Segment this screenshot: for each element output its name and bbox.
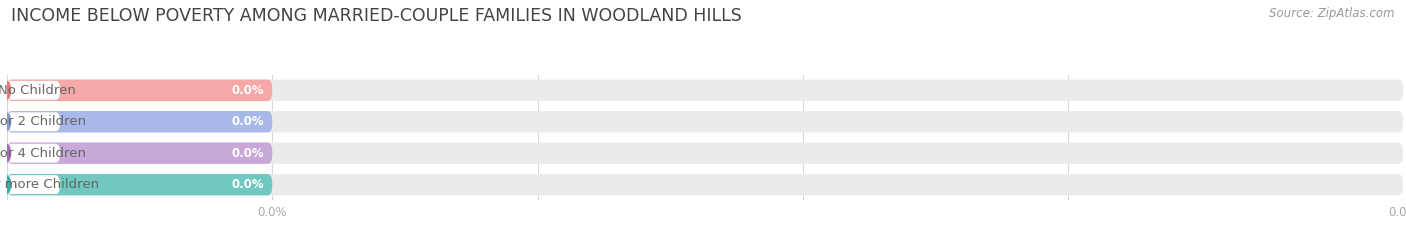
FancyBboxPatch shape [7,80,273,101]
FancyBboxPatch shape [7,143,273,164]
FancyBboxPatch shape [7,174,1403,195]
Ellipse shape [3,81,11,100]
FancyBboxPatch shape [7,111,1403,132]
FancyBboxPatch shape [7,111,273,132]
FancyBboxPatch shape [7,80,1403,101]
Text: 0.0%: 0.0% [232,178,264,191]
Text: Source: ZipAtlas.com: Source: ZipAtlas.com [1270,7,1395,20]
Ellipse shape [3,144,11,163]
Text: 0.0%: 0.0% [232,147,264,160]
FancyBboxPatch shape [7,144,60,163]
Text: 3 or 4 Children: 3 or 4 Children [0,147,86,160]
Ellipse shape [3,112,11,131]
Text: 0.0%: 0.0% [232,84,264,97]
FancyBboxPatch shape [7,112,60,131]
FancyBboxPatch shape [7,174,273,195]
Text: 5 or more Children: 5 or more Children [0,178,100,191]
Text: 0.0%: 0.0% [232,115,264,128]
Text: No Children: No Children [0,84,76,97]
FancyBboxPatch shape [7,175,60,194]
Text: INCOME BELOW POVERTY AMONG MARRIED-COUPLE FAMILIES IN WOODLAND HILLS: INCOME BELOW POVERTY AMONG MARRIED-COUPL… [11,7,742,25]
Ellipse shape [3,175,11,194]
Text: 1 or 2 Children: 1 or 2 Children [0,115,86,128]
FancyBboxPatch shape [7,143,1403,164]
FancyBboxPatch shape [7,81,60,100]
